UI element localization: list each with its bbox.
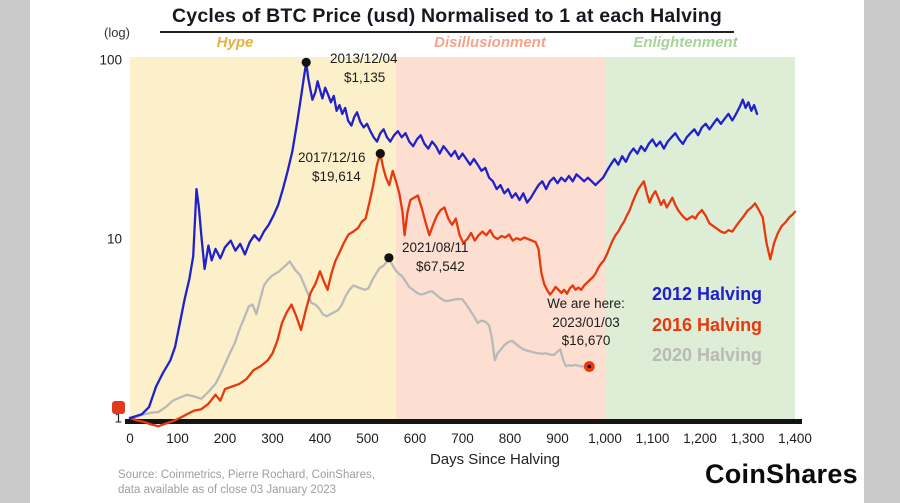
x-tick-label: 1,000 xyxy=(588,431,622,446)
annotation-2017-date: 2017/12/16 xyxy=(298,150,366,165)
y-tick-label: 1 xyxy=(114,411,122,426)
x-tick-label: 600 xyxy=(404,431,427,446)
annotation-2021-price: $67,542 xyxy=(416,258,465,274)
x-tick-label: 700 xyxy=(451,431,474,446)
annotation-2013-price: $1,135 xyxy=(344,69,386,85)
source-line-2: data available as of close 03 January 20… xyxy=(118,483,337,496)
chart-title: Cycles of BTC Price (usd) Normalised to … xyxy=(160,5,734,33)
series-line-2016-halving xyxy=(128,152,797,428)
annotation-2013-date: 2013/12/04 xyxy=(330,51,398,66)
x-tick-label: 1,300 xyxy=(731,431,765,446)
series-line-2012-halving xyxy=(128,61,759,420)
we-are-here-date: 2023/01/03 xyxy=(552,314,620,330)
annotation-dot-peak-2013 xyxy=(301,57,311,67)
x-tick-label: 800 xyxy=(499,431,522,446)
annotation-we-are-here: We are here: 2023/01/03 $16,670 xyxy=(535,295,637,351)
x-axis-title: Days Since Halving xyxy=(429,451,561,468)
annotation-dot-center-we-are-here xyxy=(587,364,592,369)
phase-zone-enlightenment xyxy=(605,57,795,419)
source-line-1: Source: Coinmetrics, Pierre Rochard, Coi… xyxy=(118,469,375,481)
chart-canvas: 0 100 200 300 400 500 600 700 800 900 1,000 1,100 1,… xyxy=(99,53,812,447)
phase-zone-hype xyxy=(130,57,396,419)
x-tick-label: 100 xyxy=(166,431,189,446)
we-are-here-price: $16,670 xyxy=(561,333,611,348)
red-marker-icon xyxy=(112,401,125,414)
y-axis-scale-label: (log) xyxy=(103,25,130,40)
annotation-2017-price: $19,614 xyxy=(312,168,361,184)
annotation-2021-date: 2021/08/11 xyxy=(402,240,469,255)
we-are-here-label: We are here: xyxy=(547,296,625,311)
phase-label-hype: Hype xyxy=(216,34,254,51)
x-tick-label: 200 xyxy=(214,431,237,446)
legend-item-2020-halving: 2020 Halving xyxy=(652,345,763,365)
x-tick-label: 1,100 xyxy=(636,431,670,446)
phase-label-disillusionment: Disillusionment xyxy=(434,34,546,51)
legend: 2012 Halving 2016 Halving 2020 Halving xyxy=(652,279,762,371)
source-note: Source: Coinmetrics, Pierre Rochard, Coi… xyxy=(118,468,375,497)
annotation-2013-peak: 2013/12/04 $1,135 xyxy=(330,50,398,87)
phase-label-enlightenment: Enlightenment xyxy=(633,34,738,51)
x-tick-label: 900 xyxy=(546,431,569,446)
x-tick-label: 500 xyxy=(356,431,379,446)
x-tick-label: 300 xyxy=(261,431,284,446)
y-tick-label: 100 xyxy=(99,53,122,68)
annotation-dot-peak-2017 xyxy=(375,149,385,159)
x-tick-label: 0 xyxy=(126,431,134,446)
x-tick-label: 1,200 xyxy=(683,431,717,446)
annotation-2017-peak: 2017/12/16 $19,614 xyxy=(298,149,366,186)
annotation-2021-peak: 2021/08/11 $67,542 xyxy=(402,239,469,276)
legend-item-2012-halving: 2012 Halving xyxy=(652,284,763,304)
y-tick-label: 10 xyxy=(107,232,122,247)
x-tick-label: 400 xyxy=(309,431,332,446)
annotation-dot-peak-2021 xyxy=(384,253,394,263)
chart-slide: Cycles of BTC Price (usd) Normalised to … xyxy=(30,0,864,503)
legend-item-2016-halving: 2016 Halving xyxy=(652,314,763,335)
x-axis-line xyxy=(125,419,802,424)
x-tick-label: 1,400 xyxy=(778,431,812,446)
coinshares-logo: CoinShares xyxy=(704,459,858,489)
